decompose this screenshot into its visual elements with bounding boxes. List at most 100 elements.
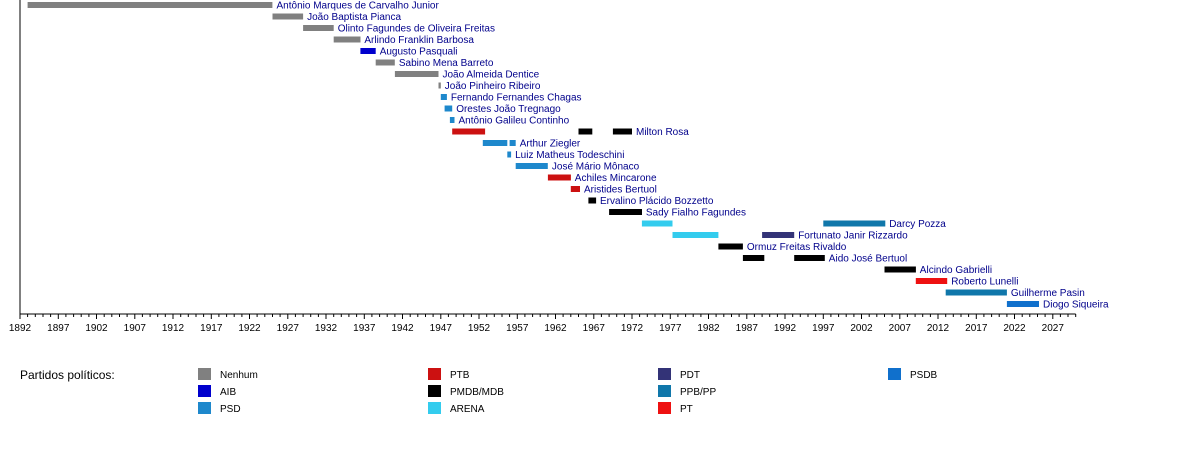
term-bar: [515, 163, 548, 169]
legend-entry: AIB: [220, 387, 236, 398]
tick-label: 1967: [583, 323, 606, 334]
mayor-name-label: Luiz Matheus Todeschini: [515, 150, 624, 161]
term-bar: [884, 266, 916, 273]
legend-swatch: [658, 402, 671, 414]
term-bar: [1006, 301, 1039, 307]
mayor-name-label: Augusto Pasquali: [380, 47, 458, 58]
tick-label: 2017: [965, 323, 988, 334]
mayor-name-label: Olinto Fagundes de Oliveira Freitas: [338, 24, 495, 35]
mayor-name-label: Diogo Siqueira: [1043, 300, 1109, 311]
term-bar: [794, 255, 825, 261]
mayor-name-label: Alcindo Gabrielli: [920, 265, 992, 276]
mayor-name-label: Sady Fialho Fagundes: [646, 208, 746, 219]
tick-label: 1912: [162, 323, 185, 334]
legend-swatch: [198, 385, 211, 397]
mayor-name-label: Antônio Marques de Carvalho Junior: [277, 1, 440, 12]
legend-swatch: [428, 402, 441, 414]
legend-entry: PTB: [450, 370, 470, 381]
tick-label: 1932: [315, 323, 338, 334]
legend-swatch: [198, 368, 211, 380]
tick-label: 1917: [200, 323, 223, 334]
legend-swatch: [428, 385, 441, 397]
term-bar: [945, 289, 1007, 296]
term-bar: [915, 278, 948, 284]
legend-title: Partidos políticos:: [20, 368, 115, 382]
bars-layer: [27, 2, 1039, 307]
mayor-name-label: Orestes João Tregnago: [456, 104, 561, 115]
tick-label: 2002: [850, 323, 873, 334]
mayor-name-label: Ormuz Freitas Rivaldo: [747, 242, 847, 253]
term-bar: [570, 186, 580, 192]
mayor-name-label: Achiles Mincarone: [575, 173, 657, 184]
mayor-name-label: Fernando Fernandes Chagas: [451, 93, 582, 104]
term-bar: [27, 2, 273, 8]
mayor-name-label: Aristides Bertuol: [584, 185, 657, 196]
tick-label: 1907: [124, 323, 147, 334]
legend-entry: PSDB: [910, 370, 938, 381]
mayor-name-label: Antônio Galileu Continho: [459, 116, 570, 127]
tick-label: 1952: [468, 323, 491, 334]
term-bar: [742, 255, 765, 261]
tick-label: 1897: [47, 323, 70, 334]
term-bar: [440, 94, 447, 100]
legend-swatch: [198, 402, 211, 414]
term-bar: [303, 25, 334, 31]
legend-entry: ARENA: [450, 404, 485, 415]
mayor-name-label: Aido José Bertuol: [829, 254, 907, 265]
term-bar: [333, 36, 361, 43]
term-bar: [449, 117, 455, 123]
mayor-name-label: Sabino Mena Barreto: [399, 58, 494, 69]
legend-entry: PMDB/MDB: [450, 387, 504, 398]
tick-label: 2027: [1042, 323, 1065, 334]
legend-swatch: [658, 368, 671, 380]
tick-label: 1977: [659, 323, 682, 334]
tick-label: 1992: [774, 323, 797, 334]
term-bar: [762, 232, 795, 238]
term-bar: [609, 209, 642, 215]
term-bar: [444, 105, 453, 112]
tick-label: 1957: [506, 323, 529, 334]
term-bar: [375, 59, 395, 66]
tick-label: 1902: [85, 323, 108, 334]
legend-entry: PPB/PP: [680, 387, 716, 398]
mayor-name-label: João Pinheiro Ribeiro: [445, 81, 541, 92]
mayor-name-label: João Baptista Pianca: [307, 12, 401, 23]
legend-swatch: [888, 368, 901, 380]
term-bar: [718, 243, 743, 250]
tick-label: 1942: [391, 323, 414, 334]
legend-entry: Nenhum: [220, 370, 258, 381]
term-bar: [272, 13, 304, 20]
tick-label: 2012: [927, 323, 950, 334]
legend-swatch: [428, 368, 441, 380]
tick-label: 1987: [736, 323, 759, 334]
tick-label: 1922: [238, 323, 261, 334]
term-bar: [588, 197, 597, 204]
tick-label: 1997: [812, 323, 835, 334]
legend-swatch: [658, 385, 671, 397]
term-bar: [452, 128, 486, 135]
term-bar: [360, 48, 376, 54]
tick-label: 1962: [544, 323, 567, 334]
legend-entry: PDT: [680, 370, 700, 381]
term-bar: [482, 140, 508, 146]
tick-label: 1937: [353, 323, 376, 334]
mayor-name-label: Arthur Ziegler: [520, 139, 581, 150]
mayor-name-label: Fortunato Janir Rizzardo: [798, 231, 908, 242]
mayor-name-label: Milton Rosa: [636, 127, 689, 138]
tick-label: 1972: [621, 323, 644, 334]
mayor-name-label: José Mário Mônaco: [552, 162, 640, 173]
mayor-name-label: Arlindo Franklin Barbosa: [364, 35, 474, 46]
tick-label: 1892: [9, 323, 32, 334]
term-bar: [507, 151, 512, 158]
mayor-name-label: Darcy Pozza: [889, 219, 946, 230]
mayor-name-label: Ervalino Plácido Bozzetto: [600, 196, 714, 207]
term-bar: [394, 71, 439, 77]
term-bar: [823, 220, 886, 227]
term-bar: [672, 232, 719, 238]
mayor-name-label: João Almeida Dentice: [443, 70, 540, 81]
term-bar: [509, 140, 516, 146]
tick-label: 1947: [430, 323, 453, 334]
term-bar: [547, 174, 571, 181]
